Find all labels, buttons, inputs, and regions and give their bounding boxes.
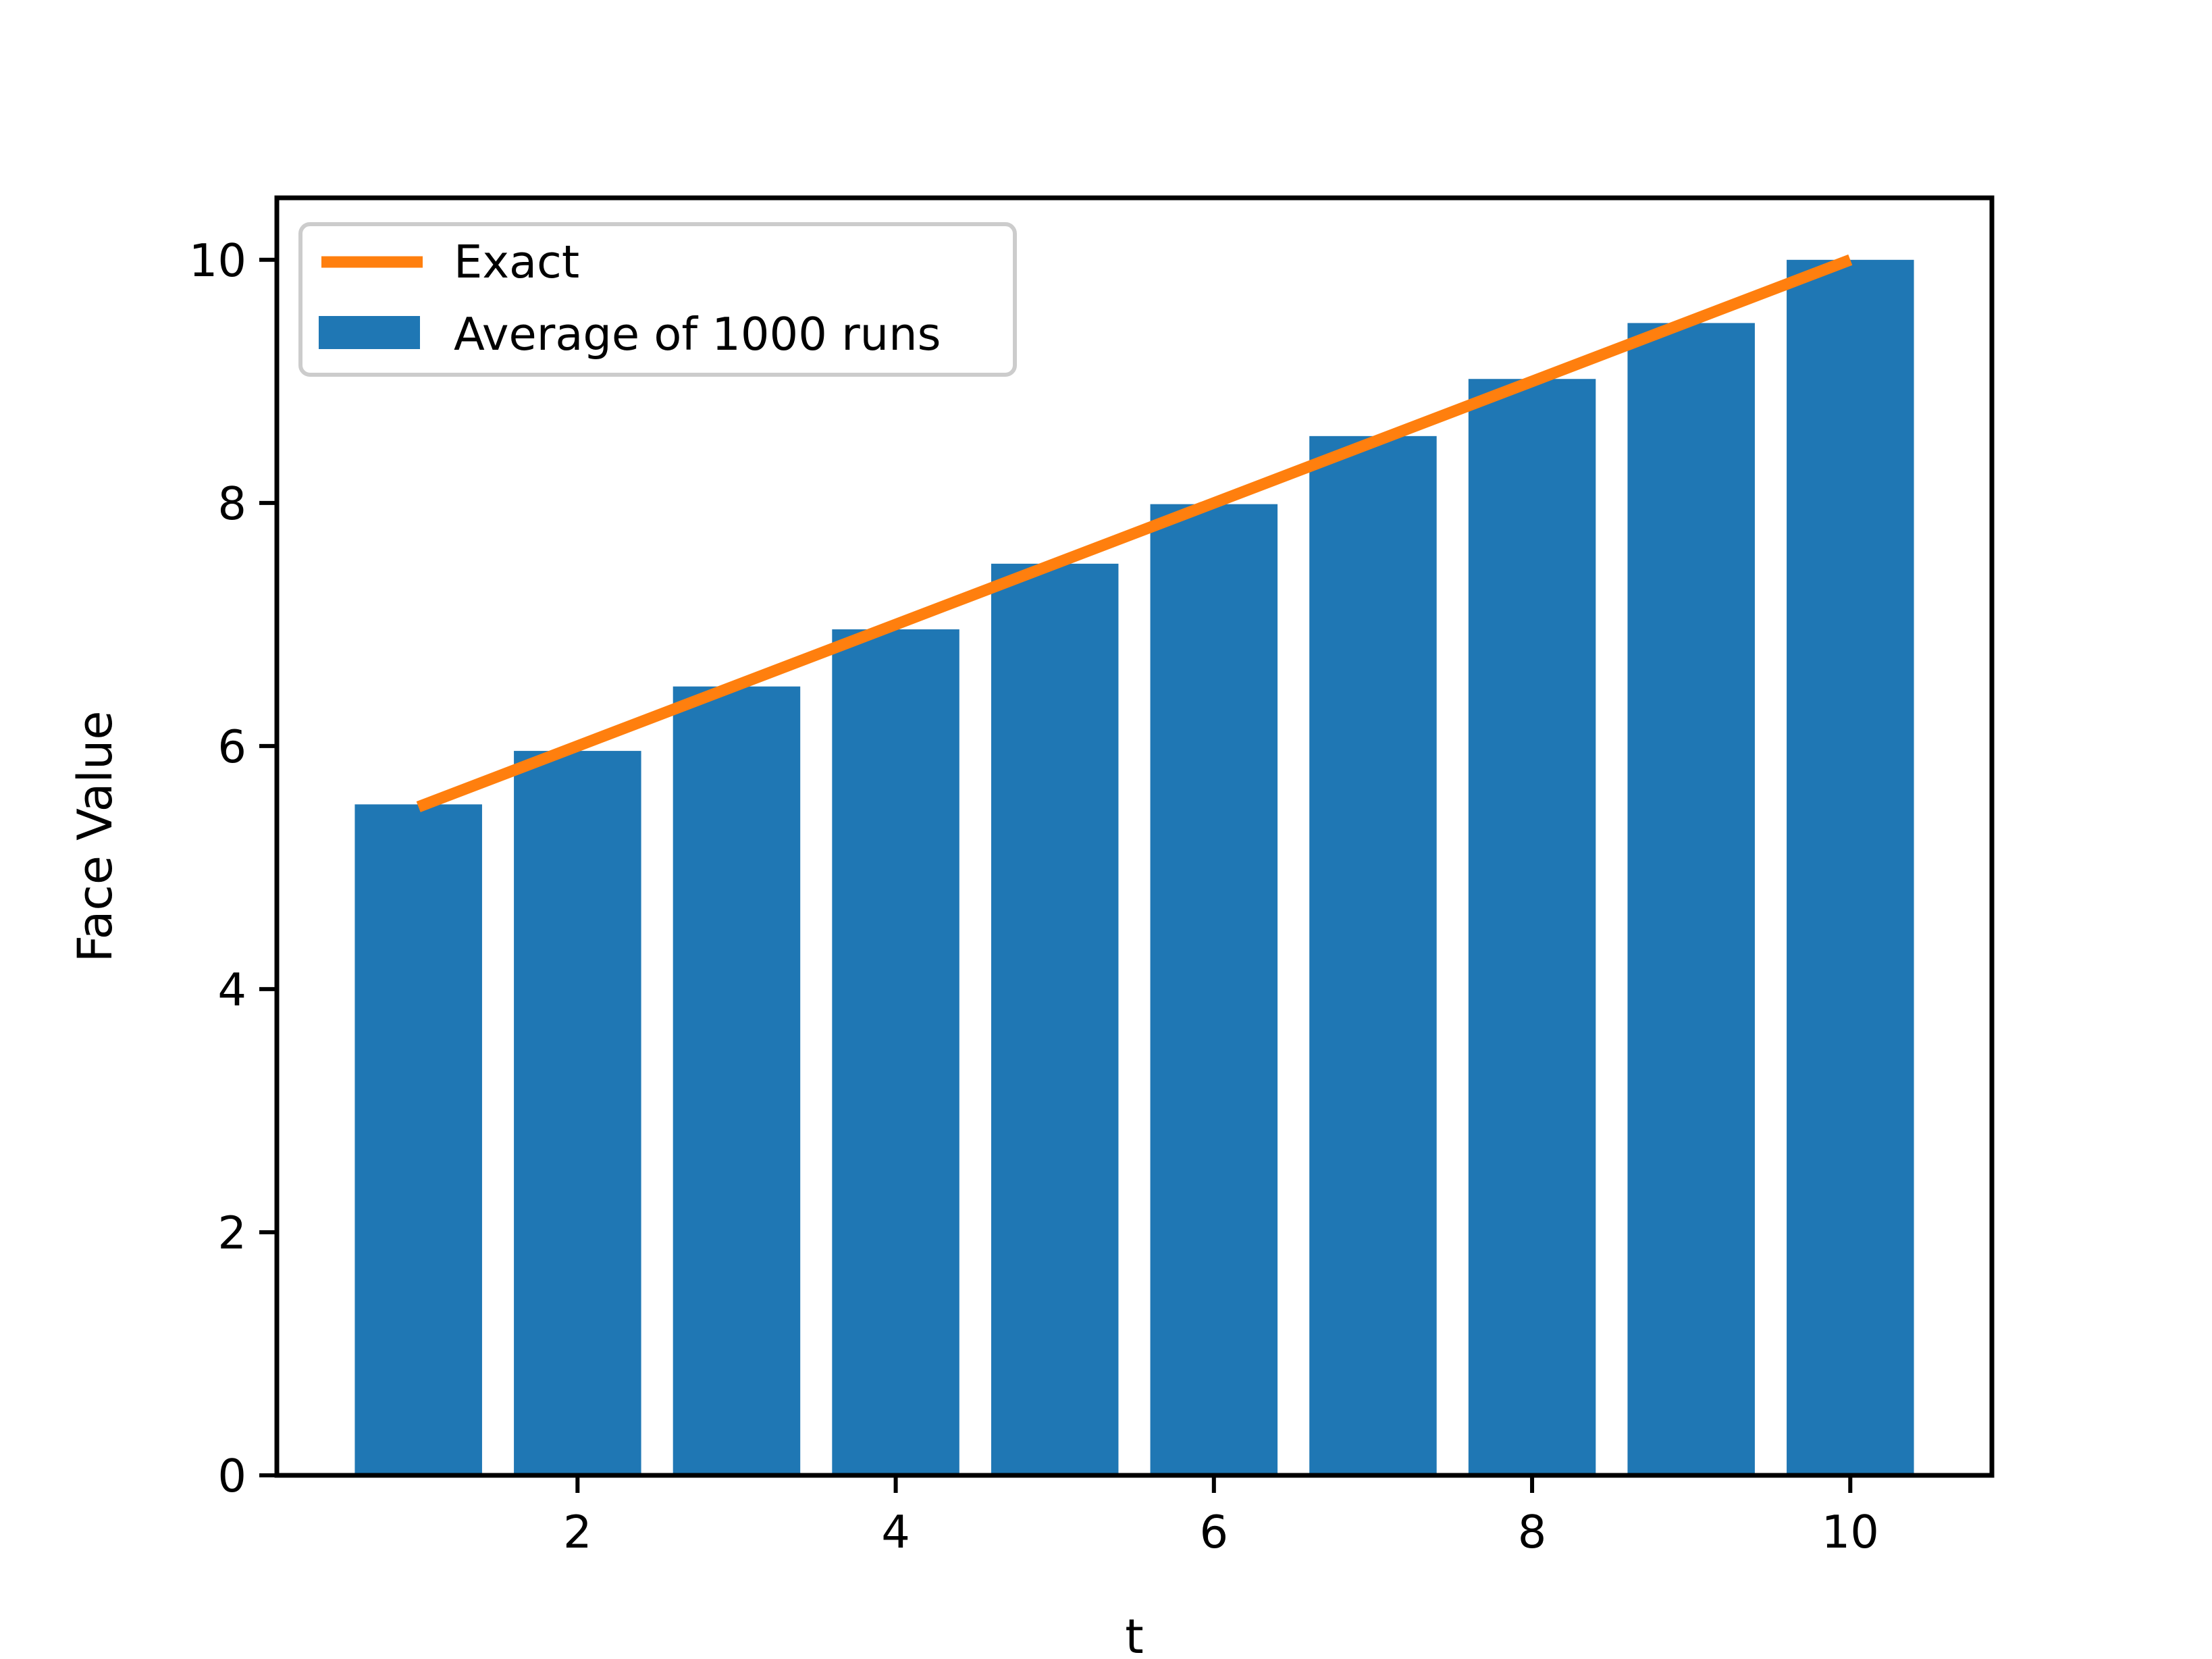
y-tick-label: 10	[189, 234, 246, 287]
x-axis-ticks: 2 4 6 8 10	[563, 1475, 1879, 1558]
y-tick-label: 8	[217, 477, 246, 530]
bar-t2	[514, 751, 641, 1475]
legend-label-average: Average of 1000 runs	[454, 308, 941, 361]
bar-series	[354, 259, 1914, 1476]
y-tick-label: 0	[217, 1450, 246, 1502]
bar-t8	[1468, 379, 1596, 1476]
x-tick-label: 8	[1518, 1506, 1547, 1558]
legend-label-exact: Exact	[454, 236, 579, 288]
axes-spines	[274, 195, 1995, 1478]
bar-t1	[354, 804, 482, 1475]
legend-patch-swatch	[319, 316, 420, 349]
y-tick-label: 6	[217, 720, 246, 773]
x-tick-label: 2	[563, 1506, 592, 1558]
bar-t7	[1309, 436, 1437, 1475]
bar-t10	[1787, 259, 1914, 1475]
y-tick-label: 4	[217, 964, 246, 1016]
bar-t9	[1627, 323, 1755, 1476]
x-tick-label: 4	[881, 1506, 910, 1558]
x-tick-label: 6	[1199, 1506, 1228, 1558]
legend-box	[298, 222, 1017, 377]
legend: Exact Average of 1000 runs	[298, 222, 1017, 377]
bar-t5	[991, 563, 1119, 1475]
bar-t6	[1150, 504, 1278, 1475]
x-axis-label: t	[1125, 1609, 1143, 1659]
bar-t3	[673, 686, 801, 1475]
x-tick-label: 10	[1822, 1506, 1879, 1558]
y-tick-label: 2	[217, 1207, 246, 1259]
bar-t4	[832, 629, 959, 1475]
y-axis-label: Face Value	[68, 711, 123, 963]
exact-line-series	[416, 254, 1853, 812]
y-axis-ticks: 0 2 4 6 8 10	[189, 234, 277, 1502]
